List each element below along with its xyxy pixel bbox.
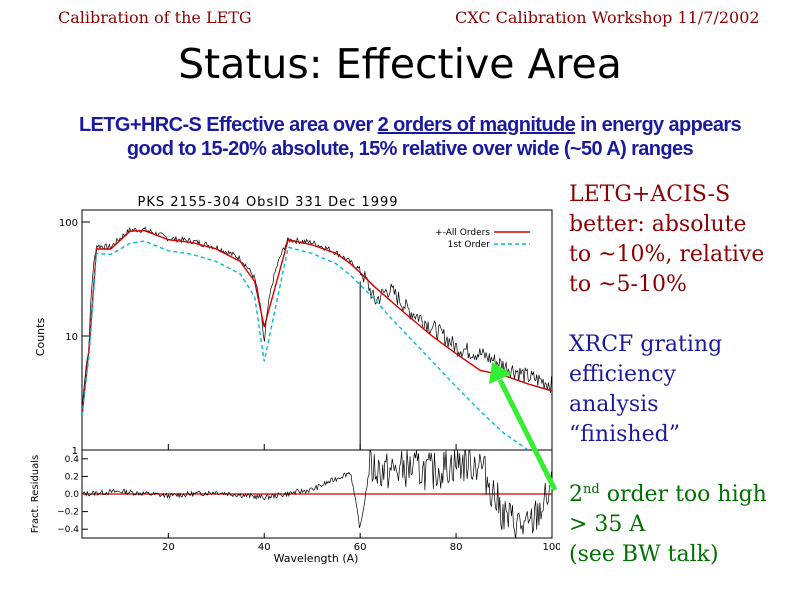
x-tick-label: 100 <box>542 542 560 553</box>
subtitle-line1-pre: LETG+HRC-S Effective area over <box>78 114 378 136</box>
chart-title: PKS 2155-304 ObsID 331 Dec 1999 <box>137 195 398 210</box>
note-order-line: > 35 A <box>569 512 646 537</box>
subtitle-line1-post: in energy appears <box>575 114 742 136</box>
subtitle: LETG+HRC-S Effective area over 2 orders … <box>40 113 780 161</box>
bottom-panel-series <box>82 450 552 538</box>
note-acis-line: to ~10%, relative <box>569 242 765 267</box>
residuals-histogram <box>82 450 552 538</box>
slide-title: Status: Effective Area <box>178 40 622 88</box>
subtitle-line2: good to 15-20% absolute, 15% relative ov… <box>126 138 694 160</box>
bottom-axis-ticks: 20 40 60 80 100 −0.4 −0.2 0.0 0.2 0.4 <box>57 455 560 553</box>
arrow-shaft <box>497 378 558 492</box>
note-order-sup: nd <box>583 482 600 497</box>
note-xrcf-line: efficiency <box>569 362 676 387</box>
residual-y-tick-label: 0.4 <box>65 455 80 465</box>
top-axis-ticks: 1 10 100 <box>59 218 553 457</box>
note-xrcf-line: analysis <box>569 392 659 417</box>
top-panel-series <box>82 226 552 450</box>
x-tick-label: 20 <box>162 542 175 553</box>
note-acis-line: better: absolute <box>569 212 747 237</box>
y-axis-label: Counts <box>34 318 47 357</box>
residual-y-tick-label: 0.2 <box>65 472 79 482</box>
y-tick-label: 1 <box>72 446 78 457</box>
x-tick-label: 80 <box>450 542 463 553</box>
note-acis-line: to ~5-10% <box>569 272 687 297</box>
y-tick-label: 10 <box>65 332 78 343</box>
legend-label-first-order: 1st Order <box>448 240 491 250</box>
arrow-head <box>489 362 512 384</box>
chart-legend: +-All Orders 1st Order <box>435 228 530 250</box>
subtitle-line1-underlined: 2 orders of magnitude <box>377 114 576 136</box>
arrow <box>489 362 558 492</box>
first-order-model-line <box>82 240 529 450</box>
residual-y-axis-label: Fract. Residuals <box>30 455 41 533</box>
note-order-num: 2 <box>569 482 583 507</box>
note-order-line: 2nd order too high <box>569 480 767 510</box>
note-order-line: (see BW talk) <box>569 542 719 567</box>
all-orders-model-line <box>82 229 552 416</box>
legend-label-all-orders: +-All Orders <box>435 228 490 238</box>
note-xrcf: XRCF grating efficiency analysis “finish… <box>569 330 722 450</box>
spectrum-figure: PKS 2155-304 ObsID 331 Dec 1999 Counts F… <box>30 195 560 565</box>
note-acis: LETG+ACIS-S better: absolute to ~10%, re… <box>569 180 764 300</box>
residual-y-tick-label: 0.0 <box>65 490 80 500</box>
note-order: 2nd order too high > 35 A (see BW talk) <box>569 480 767 570</box>
note-order-rest: order too high <box>599 482 767 507</box>
note-acis-line: LETG+ACIS-S <box>569 182 731 207</box>
y-tick-label: 100 <box>59 218 78 229</box>
note-xrcf-line: “finished” <box>569 422 680 447</box>
note-xrcf-line: XRCF grating <box>569 332 723 357</box>
header-left: Calibration of the LETG <box>58 8 252 27</box>
x-tick-label: 60 <box>354 542 367 553</box>
residual-y-tick-label: −0.4 <box>57 525 79 535</box>
x-tick-label: 40 <box>258 542 271 553</box>
header-right: CXC Calibration Workshop 11/7/2002 <box>455 8 760 27</box>
x-axis-label: Wavelength (A) <box>274 552 359 565</box>
residual-y-tick-label: −0.2 <box>57 508 79 518</box>
